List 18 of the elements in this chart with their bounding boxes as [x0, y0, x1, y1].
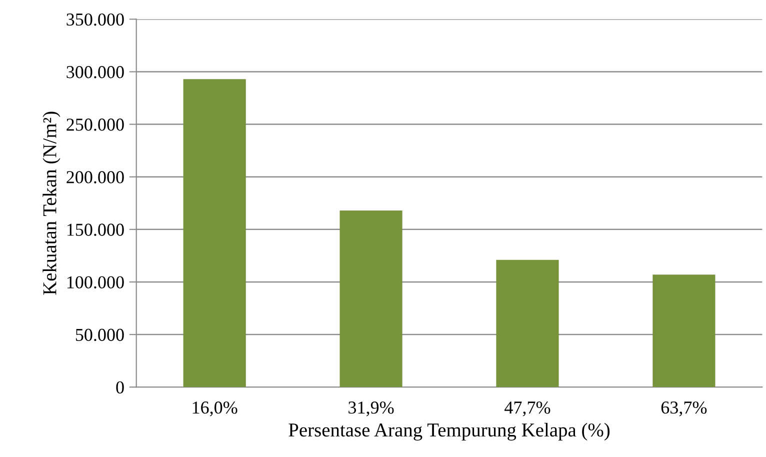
- x-axis-title: Persentase Arang Tempurung Kelapa (%): [288, 422, 610, 441]
- x-tick-label: 47,7%: [504, 401, 550, 416]
- x-tick-label: 63,7%: [661, 401, 707, 416]
- bar: [183, 79, 246, 388]
- y-tick-label: 300.000: [66, 66, 124, 78]
- y-tick-label: 0: [116, 381, 124, 394]
- x-tick-label: 31,9%: [348, 401, 394, 416]
- y-axis-title: Kekuatan Tekan (N/m²): [42, 112, 60, 295]
- y-tick-label: 250.000: [66, 118, 124, 131]
- y-tick-label: 200.000: [66, 171, 124, 184]
- bar: [340, 210, 402, 388]
- y-tick-label: 50.000: [76, 328, 124, 342]
- y-tick-label: 150.000: [67, 224, 124, 236]
- y-tick-label: 350.000: [66, 13, 124, 26]
- x-tick-label: 16,0%: [192, 401, 238, 416]
- bar: [496, 260, 559, 388]
- bar: [652, 274, 716, 388]
- y-tick-label: 100.000: [67, 276, 124, 288]
